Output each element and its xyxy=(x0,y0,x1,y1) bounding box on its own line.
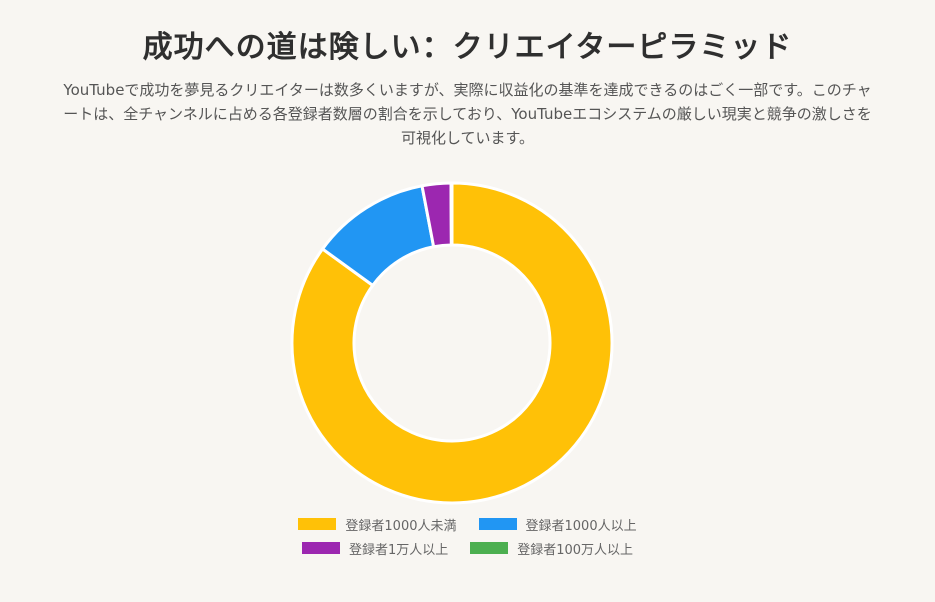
chart-title: 成功への道は険しい：クリエイターピラミッド xyxy=(142,30,793,65)
legend-swatch xyxy=(298,518,337,530)
legend-item-1000-plus[interactable]: 登録者1000人以上 xyxy=(478,515,637,534)
legend-item-10k-plus[interactable]: 登録者1万人以上 xyxy=(301,539,449,558)
legend-label: 登録者1万人以上 xyxy=(348,542,449,558)
legend-label: 登録者1000人以上 xyxy=(525,518,637,534)
slice-under-1000[interactable] xyxy=(290,181,614,505)
legend-label: 登録者1000人未満 xyxy=(345,518,457,534)
legend: 登録者1000人未満 登録者1000人以上 登録者1万人以上 登録者100万人以… xyxy=(0,512,935,560)
legend-swatch xyxy=(470,542,509,554)
legend-row-1: 登録者1000人未満 登録者1000人以上 xyxy=(0,512,935,536)
legend-swatch xyxy=(301,542,340,554)
legend-item-under-1000[interactable]: 登録者1000人未満 xyxy=(298,515,457,534)
legend-label: 登録者100万人以上 xyxy=(517,542,634,558)
slice-1m-plus[interactable] xyxy=(449,181,454,247)
legend-swatch xyxy=(478,518,517,530)
chart-subtitle: YouTubeで成功を夢見るクリエイターは数多くいますが、実際に収益化の基準を達… xyxy=(63,81,872,147)
legend-item-1m-plus[interactable]: 登録者100万人以上 xyxy=(470,539,633,558)
legend-row-2: 登録者1万人以上 登録者100万人以上 xyxy=(0,536,935,560)
